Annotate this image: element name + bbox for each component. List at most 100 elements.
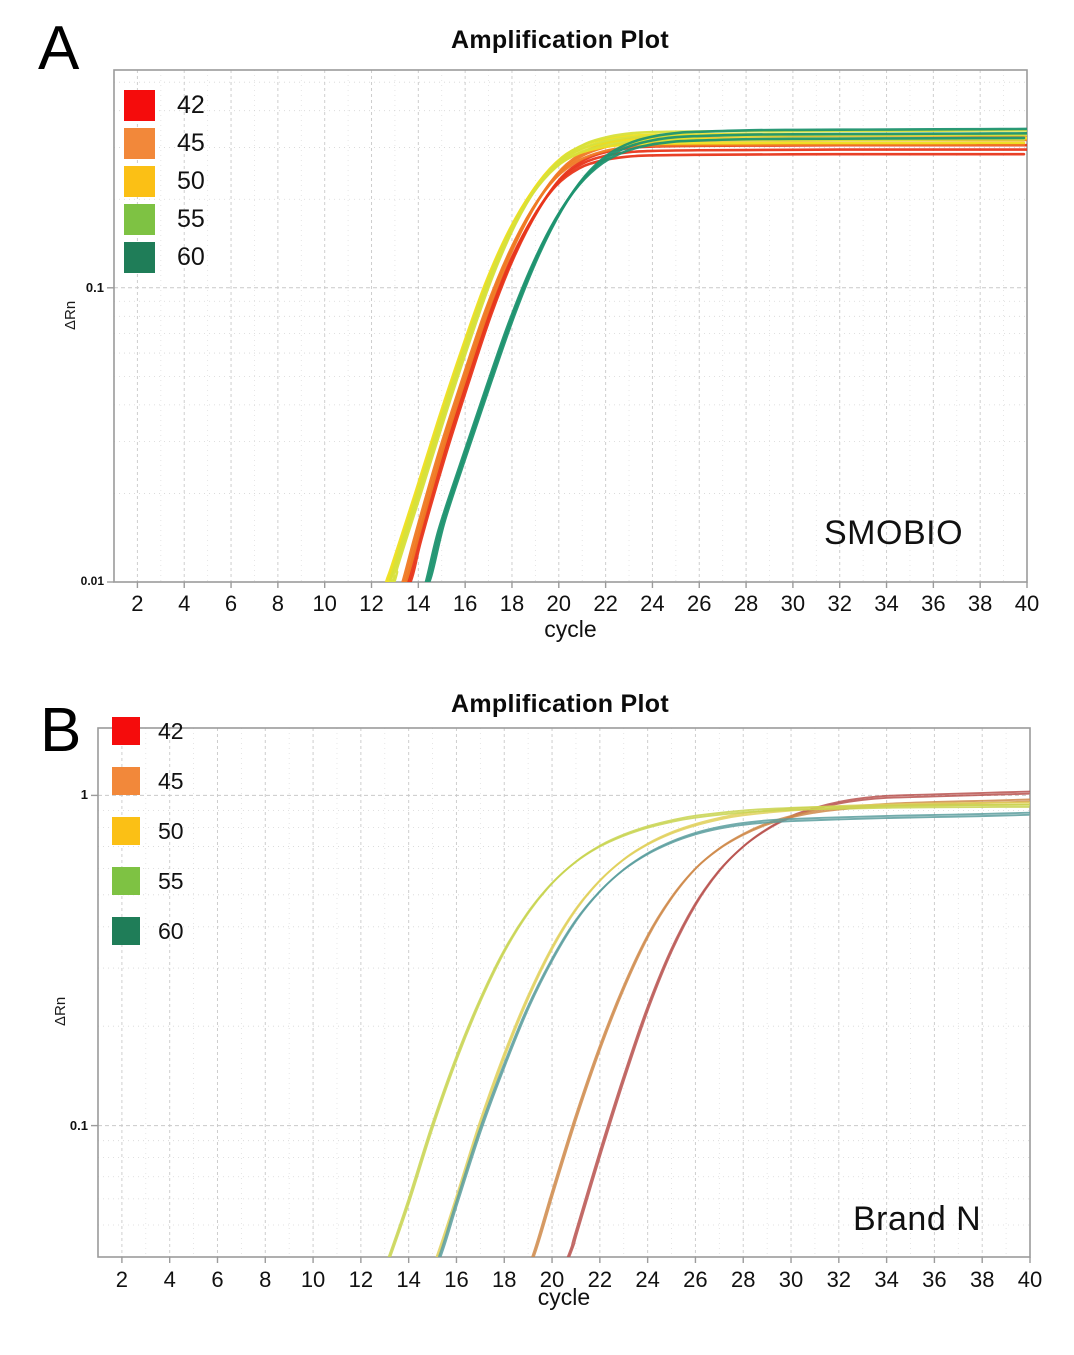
panel-a-y-axis-label: ΔRn (62, 300, 79, 330)
curve-60 (439, 811, 1030, 1257)
x-tick-40: 40 (1017, 1267, 1043, 1292)
legend-item-60: 60 (124, 238, 205, 276)
x-tick-36: 36 (921, 591, 946, 616)
legend-item-50: 50 (112, 806, 184, 856)
curve-55 (392, 129, 1027, 582)
x-tick-32: 32 (826, 1267, 852, 1292)
panel-a-letter: A (38, 14, 80, 83)
x-tick-38: 38 (969, 1267, 995, 1292)
panel-b-legend: 42 45 50 55 60 (112, 706, 184, 956)
x-tick-32: 32 (827, 591, 852, 616)
curve-60 (424, 136, 1026, 582)
curve-45 (401, 143, 1026, 582)
x-tick-30: 30 (780, 591, 806, 616)
legend-item-55: 55 (124, 200, 205, 238)
panel-b-title: Amplification Plot (451, 690, 669, 718)
panel-b-plot-area (0, 676, 1074, 1355)
legend-label-45: 45 (177, 128, 205, 157)
panel-b-x-axis-label: cycle (537, 1284, 591, 1310)
curve-55 (389, 803, 1030, 1257)
y-tick-0.01: 0.01 (80, 574, 104, 588)
legend-swatch-42 (112, 717, 140, 745)
panel-a-plot-area (0, 0, 1074, 675)
legend-swatch-50 (112, 817, 140, 845)
legend-swatch-42 (124, 89, 155, 121)
panel-a: A Amplification Plot ΔRn cycle 42 45 50 55 6… (0, 0, 1074, 670)
panel-b-watermark: Brand N (853, 1200, 982, 1238)
x-tick-28: 28 (733, 591, 759, 616)
legend-label-45: 45 (158, 767, 184, 794)
x-tick-30: 30 (778, 1267, 804, 1292)
curve-42 (568, 790, 1030, 1257)
legend-label-55: 55 (177, 204, 205, 233)
x-tick-16: 16 (444, 1267, 469, 1292)
x-tick-40: 40 (1014, 591, 1040, 616)
x-tick-34: 34 (874, 1267, 899, 1292)
curve-60 (426, 132, 1027, 582)
x-tick-38: 38 (967, 591, 993, 616)
gridlines (113, 70, 1028, 583)
legend-swatch-55 (112, 867, 140, 895)
curves (384, 127, 1027, 582)
x-tick-10: 10 (300, 1267, 326, 1292)
x-tick-18: 18 (499, 591, 525, 616)
gridlines (97, 728, 1031, 1258)
curves (387, 790, 1030, 1257)
panel-b-letter: B (40, 696, 82, 765)
x-tick-26: 26 (687, 591, 712, 616)
curve-50 (384, 141, 1026, 582)
x-tick-28: 28 (730, 1267, 756, 1292)
x-tick-8: 8 (259, 1267, 272, 1292)
legend-item-50: 50 (124, 162, 205, 200)
panel-a-x-axis-label: cycle (544, 616, 597, 642)
legend-swatch-55 (124, 203, 155, 235)
legend-label-50: 50 (158, 817, 184, 844)
panel-a-title: Amplification Plot (451, 26, 669, 54)
x-tick-24: 24 (640, 591, 665, 616)
x-tick-36: 36 (922, 1267, 947, 1292)
panel-b: B Amplification Plot ΔRn cycle 42 45 50 55 6… (0, 676, 1074, 1350)
x-tick-20: 20 (539, 1267, 565, 1292)
x-tick-34: 34 (874, 591, 899, 616)
legend-label-42: 42 (177, 90, 205, 119)
y-tick-0.1: 0.1 (85, 279, 104, 295)
panel-a-watermark: SMOBIO (824, 514, 964, 552)
x-tick-16: 16 (452, 591, 478, 616)
x-tick-24: 24 (635, 1267, 660, 1292)
legend-label-55: 55 (158, 867, 184, 894)
x-tick-14: 14 (396, 1267, 421, 1292)
legend-label-60: 60 (158, 917, 184, 944)
curve-60 (427, 127, 1027, 582)
x-tick-14: 14 (406, 591, 431, 616)
x-tick-6: 6 (224, 591, 238, 616)
legend-swatch-60 (124, 241, 155, 273)
legend-item-42: 42 (124, 86, 205, 124)
legend-item-45: 45 (124, 124, 205, 162)
x-tick-12: 12 (348, 1267, 374, 1292)
x-tick-18: 18 (492, 1267, 517, 1292)
legend-swatch-60 (112, 917, 140, 945)
x-tick-2: 2 (115, 1267, 129, 1292)
panel-a-legend: 42 45 50 55 60 (124, 86, 205, 276)
legend-label-60: 60 (177, 242, 205, 271)
x-tick-10: 10 (312, 591, 337, 616)
legend-swatch-45 (124, 127, 155, 159)
x-tick-26: 26 (683, 1267, 708, 1292)
legend-item-45: 45 (112, 756, 184, 806)
legend-item-60: 60 (112, 906, 184, 956)
curve-50 (437, 801, 1030, 1257)
curve-55 (388, 138, 1026, 582)
legend-swatch-45 (112, 767, 140, 795)
y-tick-0.1: 0.1 (69, 1117, 88, 1133)
x-tick-2: 2 (131, 591, 144, 616)
x-tick-22: 22 (593, 591, 618, 616)
x-tick-20: 20 (546, 591, 572, 616)
x-tick-22: 22 (587, 1267, 613, 1292)
curve-42 (407, 148, 1027, 582)
legend-label-50: 50 (177, 166, 205, 195)
x-tick-6: 6 (211, 1267, 224, 1292)
x-tick-4: 4 (178, 591, 191, 616)
x-tick-12: 12 (359, 591, 384, 616)
curve-50 (388, 132, 1027, 582)
panel-b-y-axis-label: ΔRn (52, 996, 69, 1026)
